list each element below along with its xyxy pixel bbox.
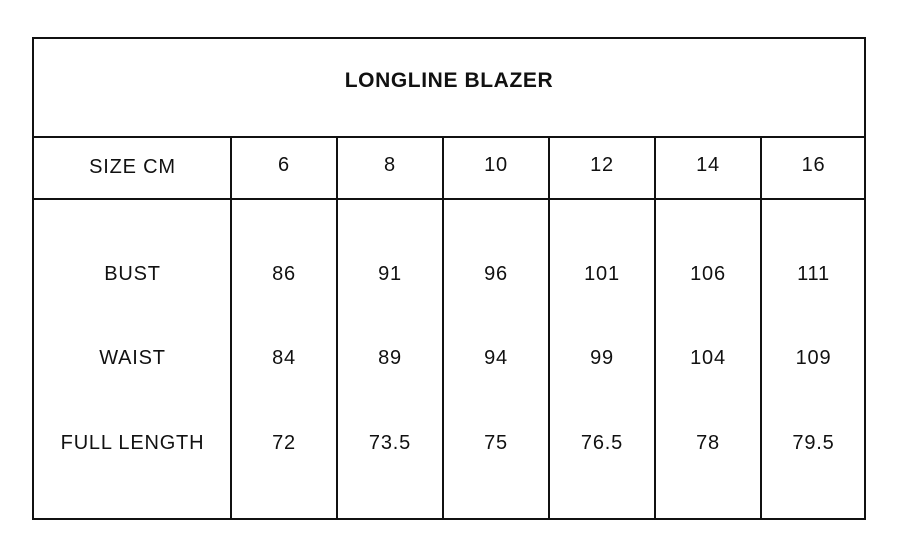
- column-divider: [654, 136, 656, 518]
- header-label: SIZE CM: [89, 156, 176, 178]
- measurement-cell: 91: [378, 263, 402, 285]
- measurement-cell: 72: [272, 432, 296, 454]
- column-divider: [442, 136, 444, 518]
- column-divider: [336, 136, 338, 518]
- size-header: 14: [696, 154, 720, 176]
- measurement-cell: 78: [696, 432, 720, 454]
- size-header: 16: [801, 154, 826, 176]
- measurement-cell: 94: [484, 347, 508, 369]
- measurement-cell: 106: [690, 263, 726, 285]
- measurement-cell: 75: [484, 432, 508, 454]
- size-header: 6: [278, 154, 290, 176]
- column-divider: [760, 136, 762, 518]
- row-label: FULL LENGTH: [60, 432, 205, 454]
- measurement-cell: 99: [590, 347, 614, 369]
- row-label: BUST: [104, 263, 161, 285]
- measurement-cell: 86: [272, 263, 296, 285]
- divider: [34, 198, 864, 200]
- divider: [34, 136, 864, 138]
- measurement-cell: 111: [797, 263, 830, 285]
- column-divider: [230, 136, 232, 518]
- measurement-cell: 96: [484, 263, 508, 285]
- size-header: 12: [590, 154, 614, 176]
- measurement-cell: 73.5: [368, 432, 412, 454]
- size-header: 8: [384, 154, 396, 176]
- size-chart-table: LONGLINE BLAZER SIZE CM 6 8 10 12 14 16 BUST 86 9…: [32, 37, 866, 520]
- column-divider: [548, 136, 550, 518]
- measurement-cell: 101: [584, 263, 620, 285]
- measurement-cell: 104: [690, 347, 726, 369]
- row-label: WAIST: [99, 347, 166, 369]
- measurement-cell: 84: [272, 347, 296, 369]
- measurement-cell: 89: [378, 347, 402, 369]
- table-title: LONGLINE BLAZER: [344, 69, 554, 92]
- measurement-cell: 76.5: [580, 432, 624, 454]
- size-header: 10: [484, 154, 508, 176]
- measurement-cell: 79.5: [792, 432, 835, 454]
- measurement-cell: 109: [795, 347, 832, 369]
